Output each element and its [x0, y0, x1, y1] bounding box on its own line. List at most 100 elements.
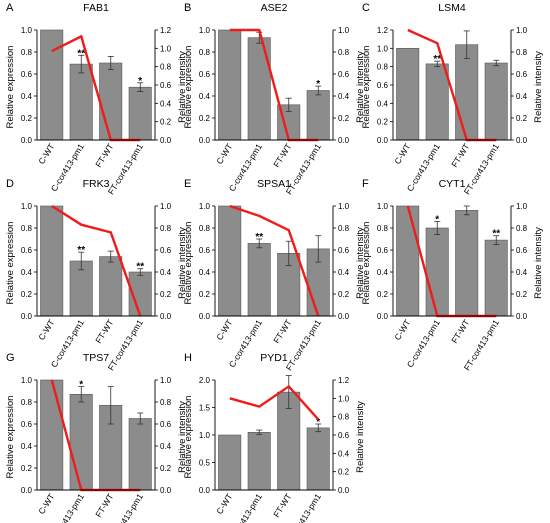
y2-tick-label: 1.2 [338, 376, 350, 385]
y2-axis-title: Relative intensity [177, 51, 188, 123]
y2-tick-label: 0.8 [516, 48, 528, 57]
significance-mark: ** [136, 262, 144, 273]
intensity-line [229, 28, 319, 142]
bar [99, 256, 123, 317]
y2-tick-label: 0.4 [338, 449, 350, 458]
y-tick-label: 0.8 [199, 224, 211, 233]
panel-letter: A [6, 2, 14, 14]
y-tick-label: 0.6 [21, 70, 33, 79]
x-tick-label: C-WT [36, 142, 56, 166]
x-tick-label: C-WT [214, 318, 234, 342]
intensity-line [229, 204, 320, 317]
y-tick-label: 0.6 [199, 70, 211, 79]
y-axis-title: Relative expression [361, 222, 372, 305]
significance-mark: ** [77, 48, 85, 59]
bar [455, 210, 479, 317]
y2-tick-label: 0.2 [516, 290, 528, 299]
y2-tick-label: 1.0 [516, 202, 528, 211]
y2-tick-label: 0.4 [338, 92, 350, 101]
y-tick-label: 1.0 [199, 431, 211, 440]
bar [69, 63, 93, 141]
y-tick-label: 0.4 [377, 268, 389, 277]
bar [455, 44, 479, 141]
y2-tick-label: 0.2 [160, 464, 172, 473]
y2-tick-label: 0.8 [338, 48, 350, 57]
bar [396, 205, 420, 317]
y2-axis-title: Relative intensity [355, 227, 366, 299]
significance-mark: * [316, 79, 320, 90]
y-tick-label: 1.0 [199, 202, 211, 211]
x-tick-label: C-WT [214, 142, 234, 166]
y-tick-label: 0.6 [21, 420, 33, 429]
y-tick-label: 1.5 [199, 404, 211, 413]
x-tick-label: C-WT [392, 142, 412, 166]
y-tick-label: 2.0 [199, 376, 211, 385]
y2-axis-title: Relative intensity [177, 401, 188, 473]
y2-axis-title: Relative intensity [533, 51, 544, 123]
y2-tick-label: 1.0 [338, 394, 350, 403]
y-tick-label: 0.0 [199, 486, 211, 495]
y-tick-label: 0.8 [21, 224, 33, 233]
chart-panel-d: D FRK3 ** ** 0.0 0.2 0.4 0.6 0.8 1.0 0.0 0.2 0.4 0.6 0… [5, 178, 188, 372]
y2-tick-label: 0.0 [160, 136, 172, 145]
y2-tick-label: 0.0 [338, 312, 350, 321]
y2-tick-label: 0.0 [516, 312, 528, 321]
significance-mark: * [138, 76, 142, 87]
x-tick-label: FT-WT [271, 142, 293, 169]
y-tick-label: 1.0 [21, 26, 33, 35]
panel-letter: G [6, 352, 15, 364]
y-tick-label: 0.4 [199, 268, 211, 277]
y2-tick-label: 1.2 [160, 26, 172, 35]
y-tick-label: 0.6 [377, 246, 389, 255]
y-tick-label: 0.4 [199, 92, 211, 101]
chart-panel-h: H PYD1 * 0.0 0.5 1.0 1.5 2.0 0.0 0.2 0.4 0.6 0.8 1.0 1… [183, 352, 366, 523]
bar [247, 37, 271, 141]
y2-axis-title: Relative intensity [355, 51, 366, 123]
intensity-line [407, 28, 497, 142]
y2-tick-label: 1.0 [160, 376, 172, 385]
bar [396, 47, 420, 141]
y2-tick-label: 0.8 [160, 63, 172, 72]
y-axis-title: Relative expression [5, 396, 16, 479]
y-tick-label: 0.8 [199, 48, 211, 57]
y-tick-label: 0.0 [21, 136, 33, 145]
y2-tick-label: 0.0 [338, 136, 350, 145]
y-tick-label: 1.0 [21, 202, 33, 211]
y2-tick-label: 0.2 [160, 290, 172, 299]
y-tick-label: 0.2 [21, 464, 33, 473]
panel-letter: C [362, 2, 370, 14]
panel-letter: D [6, 178, 14, 190]
y2-tick-label: 0.4 [160, 442, 172, 451]
chart-panel-a: A FAB1***0.00.20.40.60.81.00.00.20.40.60.… [5, 2, 188, 196]
bar [218, 434, 242, 491]
panel-letter: B [184, 2, 191, 14]
panel-title: TPS7 [83, 352, 109, 364]
y2-tick-label: 0.8 [160, 224, 172, 233]
y2-tick-label: 0.6 [338, 70, 350, 79]
bar [425, 227, 449, 317]
y2-tick-label: 0.4 [516, 268, 528, 277]
intensity-line [51, 34, 141, 142]
chart-panel-e: E SPSA1 ** 0.0 0.2 0.4 0.6 0.8 1.0 0.0 0.2 0.4 0.6 0.… [183, 178, 366, 372]
y-tick-label: 0.8 [377, 63, 389, 72]
significance-mark: ** [255, 232, 263, 243]
y2-tick-label: 1.0 [160, 44, 172, 53]
panel-letter: E [184, 178, 191, 190]
y-tick-label: 0.8 [21, 48, 33, 57]
panel-title: SPSA1 [257, 178, 291, 190]
y2-tick-label: 0.2 [338, 290, 350, 299]
y2-tick-label: 0.8 [516, 224, 528, 233]
intensity-line [229, 384, 320, 421]
y2-tick-label: 0.0 [338, 486, 350, 495]
panel-title: CYT1 [439, 178, 466, 190]
y-axis-title: Relative expression [5, 46, 16, 129]
x-tick-label: FT-WT [449, 142, 471, 169]
bar [40, 205, 64, 317]
bar [306, 427, 330, 491]
y2-tick-label: 0.6 [160, 420, 172, 429]
y-tick-label: 0.6 [377, 81, 389, 90]
bar [218, 29, 242, 141]
intensity-line [51, 204, 142, 317]
panel-title: LSM4 [438, 2, 466, 14]
